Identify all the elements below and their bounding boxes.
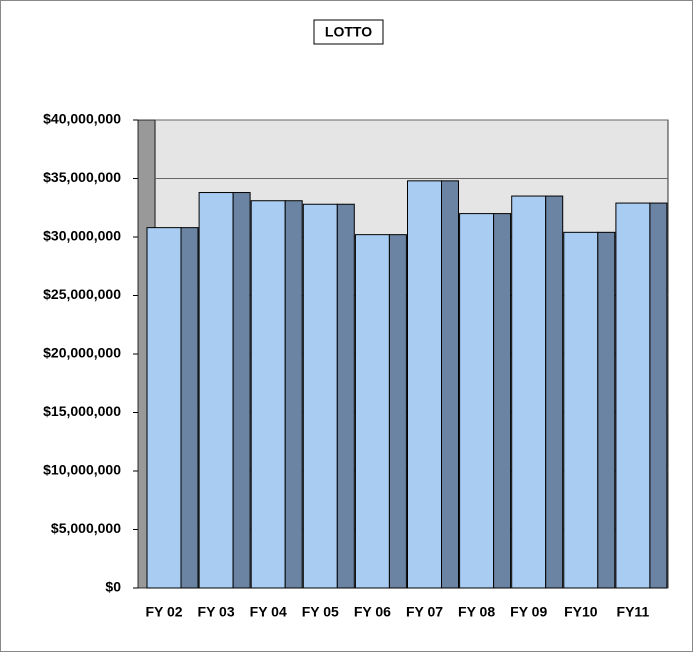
bar-side (493, 213, 512, 589)
x-tick-label: FY10 (564, 604, 598, 620)
y-tick-label: $35,000,000 (43, 169, 121, 185)
x-tick-label: FY 02 (145, 604, 182, 620)
bar (459, 213, 495, 589)
y-tick-label: $25,000,000 (43, 286, 121, 302)
y-tick-label: $20,000,000 (43, 345, 121, 361)
y-tick-label: $10,000,000 (43, 462, 121, 478)
x-tick-label: FY 09 (510, 604, 547, 620)
x-tick-label: FY 08 (458, 604, 495, 620)
bar-side (232, 192, 251, 589)
bar (615, 202, 651, 589)
bar (511, 195, 547, 589)
bar (250, 200, 286, 589)
chart-title: LOTTO (325, 24, 372, 40)
bar-side (284, 200, 303, 589)
x-tick-label: FY 04 (250, 604, 287, 620)
y-tick-label: $30,000,000 (43, 228, 121, 244)
title-box (313, 19, 384, 45)
y-tick-label: $15,000,000 (43, 403, 121, 419)
x-tick-label: FY 03 (198, 604, 235, 620)
bar (407, 180, 442, 589)
x-tick-label: FY 06 (354, 604, 391, 620)
x-tick-label: FY 07 (406, 604, 443, 620)
x-tick-label: FY 05 (302, 604, 339, 620)
bar-side (597, 231, 616, 589)
bar-side (545, 195, 564, 589)
bar-side (441, 180, 459, 589)
bar (302, 203, 338, 589)
y-tick-label: $5,000,000 (51, 520, 121, 536)
y-tick-label: $0 (105, 579, 121, 595)
bar (563, 231, 599, 589)
y-tick-label: $40,000,000 (43, 111, 121, 127)
bar (146, 227, 182, 589)
bar-side (180, 227, 199, 589)
bar-side (336, 203, 355, 589)
bar-side (649, 202, 668, 589)
bar-side (388, 234, 407, 589)
bar (198, 192, 234, 589)
x-tick-label: FY11 (617, 604, 650, 620)
bar (354, 234, 390, 589)
